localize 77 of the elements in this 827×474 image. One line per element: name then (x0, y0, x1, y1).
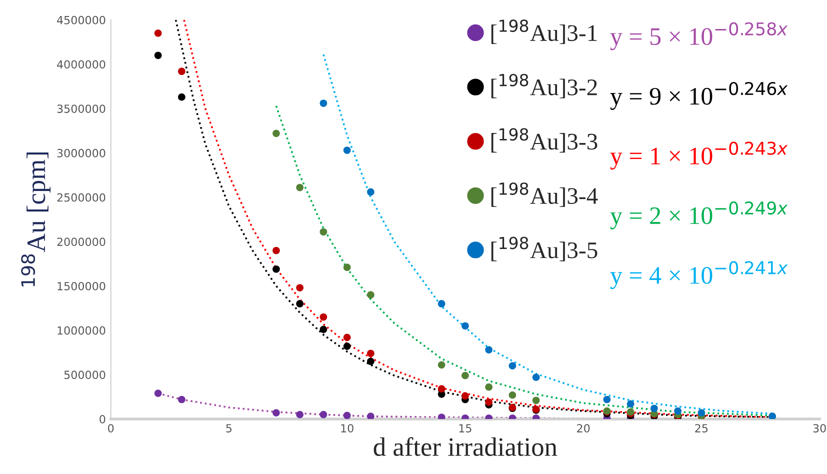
y-tick-label: 2000000 (57, 238, 106, 246)
x-axis-title: d after irradiation (374, 437, 558, 456)
point (296, 184, 304, 192)
annotation: y = 5 × 10$^{−0.258x}$ (610, 22, 788, 50)
x-tick-label: 30 (813, 424, 826, 432)
annotation: y = 2 × 10$^{−0.249x}$ (610, 201, 788, 230)
point (674, 407, 682, 415)
point (626, 400, 634, 408)
legend-label: [$^{198}$Au]3-2 (491, 74, 597, 98)
x-tick-label: 10 (341, 424, 354, 432)
point (296, 300, 304, 308)
x-tick-label: 25 (695, 424, 708, 432)
x-tick-label: 20 (577, 424, 590, 432)
point (272, 246, 280, 254)
point (438, 300, 446, 308)
legend-label: [$^{198}$Au]3-1 (491, 20, 597, 44)
point (462, 392, 469, 400)
y-tick-label: 2500000 (57, 193, 106, 202)
legend-label: [$^{198}$Au]3-4 (491, 182, 598, 207)
x-tick-label: 0 (108, 424, 114, 432)
y-axis-title: $^{198}$Au [cpm] (21, 152, 51, 286)
point (532, 374, 540, 382)
point (343, 342, 351, 350)
point (508, 391, 516, 399)
point (485, 398, 492, 406)
y-tick-label: 0 (100, 414, 106, 424)
point (320, 228, 328, 236)
y-tick-label: 500000 (64, 370, 106, 380)
point (603, 396, 611, 404)
y-tick-label: 1000000 (58, 326, 106, 335)
point (508, 362, 516, 370)
point (154, 390, 162, 397)
annotation: y = 1 × 10$^{−0.243x}$ (610, 142, 788, 170)
point (272, 130, 280, 138)
point (532, 396, 540, 404)
legend-label: [$^{198}$Au]3-3 (491, 128, 598, 153)
point (178, 396, 186, 404)
point (343, 334, 351, 342)
point (367, 188, 374, 196)
point (367, 291, 374, 299)
point (154, 30, 162, 37)
y-tick-label: 4500000 (57, 16, 106, 24)
y-tick-label: 3000000 (57, 148, 106, 158)
point (438, 361, 446, 369)
point (296, 284, 304, 292)
y-tick-label: 3500000 (57, 104, 106, 113)
annotation: y = 9 × 10$^{−0.246x}$ (610, 82, 788, 110)
point (367, 358, 374, 366)
y-tick-label: 4000000 (57, 60, 106, 69)
point (320, 410, 328, 418)
point (320, 313, 328, 321)
x-tick-label: 15 (459, 424, 472, 432)
legend-label: [$^{198}$Au]3-5 (491, 236, 598, 262)
point (320, 326, 328, 334)
point (296, 410, 304, 418)
point (650, 404, 658, 412)
point (438, 414, 446, 420)
point (343, 412, 351, 420)
point (462, 372, 469, 380)
point (343, 264, 351, 272)
point (154, 52, 162, 60)
point (485, 383, 492, 391)
point (367, 350, 374, 358)
x-tick-label: 5 (226, 424, 232, 432)
point (178, 68, 186, 76)
point (343, 146, 351, 154)
point (320, 100, 328, 107)
point (272, 265, 280, 273)
point (367, 412, 374, 420)
annotation: y = 4 × 10$^{−0.241x}$ (610, 261, 788, 290)
point (272, 409, 280, 416)
point (178, 93, 186, 101)
point (698, 409, 706, 416)
point (462, 322, 469, 330)
point (438, 385, 446, 393)
y-tick-label: 1500000 (58, 282, 106, 290)
point (485, 346, 492, 354)
